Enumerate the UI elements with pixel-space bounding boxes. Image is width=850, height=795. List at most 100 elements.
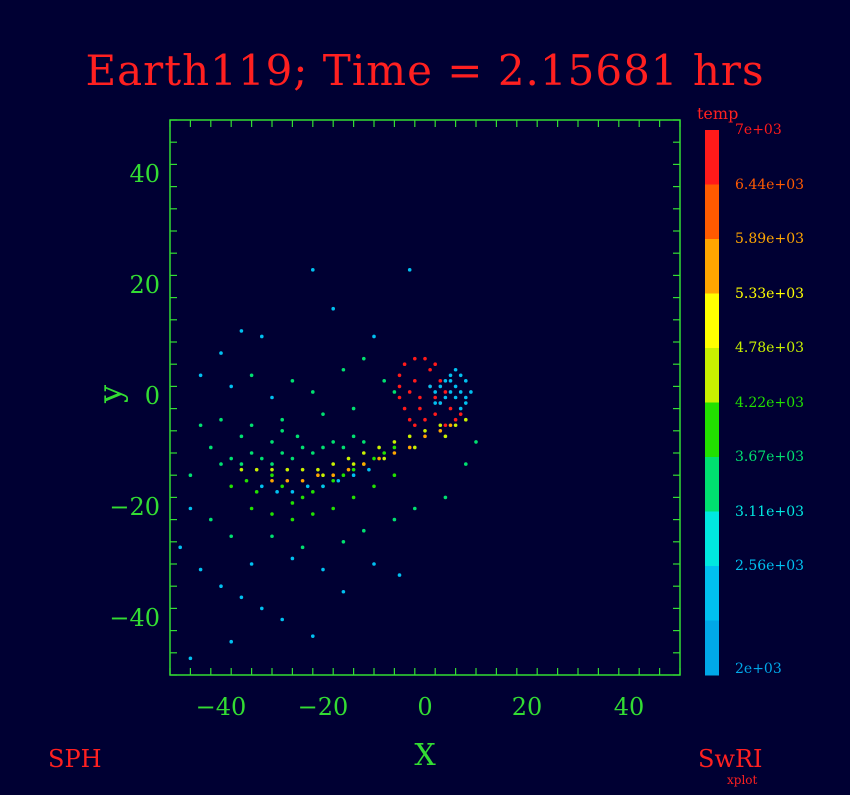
- data-point: [270, 395, 274, 400]
- data-point: [351, 462, 356, 466]
- data-point: [270, 462, 274, 466]
- data-point: [290, 501, 295, 505]
- data-point: [407, 445, 412, 450]
- data-point: [351, 473, 356, 478]
- colorbar-segment: [705, 184, 719, 240]
- data-point: [331, 440, 336, 444]
- data-point: [249, 562, 254, 566]
- data-point: [254, 467, 259, 472]
- x-tick-label: 0: [417, 693, 433, 721]
- data-point: [423, 417, 427, 422]
- data-point: [443, 379, 448, 383]
- data-point: [382, 456, 387, 461]
- data-point: [448, 373, 453, 378]
- colorbar-segment: [705, 130, 719, 185]
- y-tick-label: −40: [109, 603, 160, 632]
- data-point: [397, 373, 402, 378]
- data-point: [249, 451, 254, 455]
- data-point: [392, 451, 397, 455]
- data-point: [377, 445, 381, 450]
- data-point: [438, 429, 443, 433]
- data-point: [270, 534, 274, 539]
- data-point: [464, 395, 468, 400]
- data-point: [198, 373, 203, 378]
- data-point: [300, 545, 305, 550]
- data-point: [443, 434, 448, 439]
- data-point: [413, 445, 417, 450]
- data-points: [178, 268, 478, 661]
- data-point: [413, 423, 417, 428]
- colorbar-tick-label: 4.22e+03: [735, 394, 805, 411]
- data-point: [362, 528, 366, 533]
- data-point: [392, 517, 397, 522]
- data-point: [198, 567, 203, 572]
- colorbar-title: temp: [697, 104, 739, 123]
- data-point: [209, 517, 213, 522]
- data-point: [239, 462, 244, 466]
- data-point: [453, 423, 458, 428]
- data-point: [260, 606, 264, 611]
- data-point: [402, 362, 407, 367]
- data-point: [341, 367, 346, 372]
- data-point: [290, 456, 295, 461]
- data-point: [331, 306, 336, 311]
- data-point: [362, 451, 366, 455]
- data-point: [402, 406, 407, 411]
- data-point: [305, 484, 310, 489]
- data-point: [428, 384, 432, 389]
- data-point: [428, 367, 432, 372]
- colorbar-tick-label: 5.89e+03: [735, 231, 805, 247]
- chart-title: Earth119; Time = 2.15681 hrs: [85, 46, 765, 95]
- data-point: [239, 595, 244, 600]
- data-point: [413, 379, 417, 383]
- data-point: [219, 584, 223, 588]
- colorbar-tick-label: 5.33e+03: [735, 285, 805, 302]
- data-point: [285, 467, 290, 472]
- data-point: [239, 467, 244, 472]
- colorbar-tick-label: 3.67e+03: [735, 449, 805, 465]
- data-point: [433, 401, 438, 405]
- data-point: [341, 473, 346, 478]
- data-point: [458, 373, 463, 378]
- data-point: [331, 473, 336, 478]
- x-tick-label: 20: [511, 693, 543, 721]
- data-point: [464, 401, 468, 405]
- data-point: [341, 540, 346, 544]
- data-point: [239, 329, 244, 333]
- data-point: [418, 406, 422, 411]
- data-point: [249, 373, 254, 378]
- data-point: [464, 379, 468, 383]
- data-point: [260, 456, 264, 461]
- data-point: [311, 268, 315, 272]
- x-tick-label: −40: [195, 693, 247, 721]
- data-point: [290, 379, 295, 383]
- colorbar-segment: [705, 457, 719, 512]
- data-point: [392, 445, 397, 450]
- data-point: [448, 390, 453, 394]
- data-point: [443, 495, 448, 500]
- data-point: [280, 429, 285, 433]
- footer-left-label: SPH: [48, 745, 102, 773]
- axis-ticks: [169, 119, 681, 676]
- data-point: [464, 462, 468, 466]
- data-point: [316, 473, 320, 478]
- data-point: [321, 567, 325, 572]
- data-point: [392, 390, 397, 394]
- data-point: [474, 440, 478, 444]
- data-point: [397, 384, 402, 389]
- data-point: [407, 417, 412, 422]
- data-point: [423, 434, 427, 439]
- data-point: [275, 490, 279, 494]
- data-point: [443, 395, 448, 400]
- data-point: [331, 506, 336, 511]
- colorbar-segment: [705, 239, 719, 294]
- data-point: [407, 268, 412, 272]
- colorbar-segment: [705, 293, 719, 349]
- footer-right-sublabel: xplot: [727, 773, 758, 787]
- data-point: [351, 495, 356, 500]
- data-point: [321, 473, 325, 478]
- y-axis-label: y: [91, 384, 129, 404]
- footer-right-label: SwRI: [698, 745, 763, 773]
- data-point: [290, 490, 295, 494]
